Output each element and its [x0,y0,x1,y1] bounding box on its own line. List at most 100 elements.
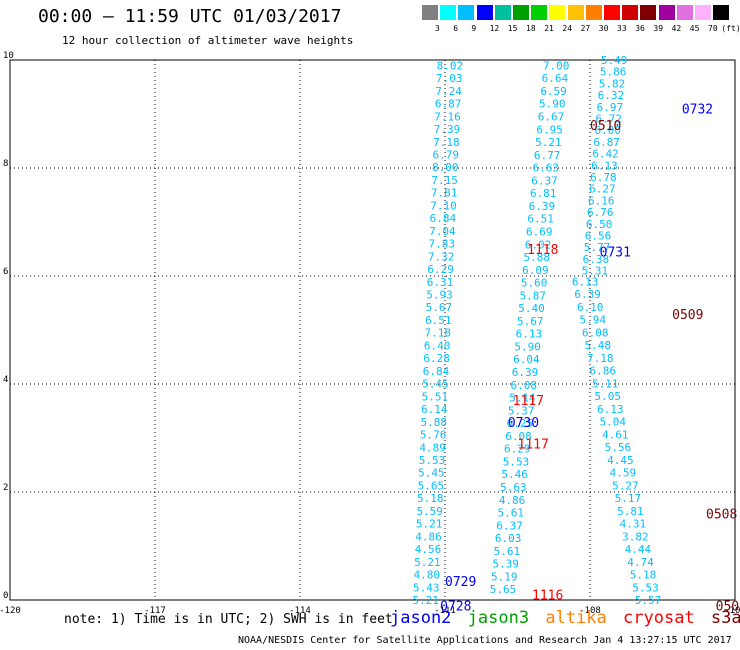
wave-height-value: 3.82 [622,530,649,543]
y-tick-label: 6 [3,267,8,277]
wave-height-value: 6.37 [531,174,558,187]
wave-height-value: 5.94 [579,314,606,327]
wave-height-value: 7.81 [431,187,458,200]
color-swatch [422,5,438,20]
wave-height-value: 5.21 [416,518,443,531]
color-swatch [604,5,620,20]
wave-height-value: 6.29 [427,263,454,276]
wave-height-value: 4.80 [414,569,441,582]
wave-height-value: 4.59 [610,467,637,480]
y-tick-label: 4 [3,375,8,385]
wave-height-value: 5.82 [599,77,626,90]
x-tick-label: -114 [289,606,311,616]
wave-height-value: 6.40 [424,339,451,352]
wave-height-value: 6.59 [540,85,567,98]
wave-height-value: 5.87 [520,289,547,302]
wave-height-value: 7.83 [429,238,456,251]
wave-height-value: 5.19 [491,570,518,583]
color-swatch [640,5,657,20]
wave-height-value: 6.37 [496,519,523,532]
wave-height-value: 4.56 [415,543,442,556]
wave-height-value: 5.05 [595,390,622,403]
wave-height-value: 6.67 [538,111,565,124]
wave-height-value: 7.03 [436,72,463,85]
wave-height-value: 6.25 [507,417,534,430]
wave-height-value: 6.02 [525,238,552,251]
color-scale-label: 12 [489,24,500,33]
wave-height-value: 6.95 [536,123,563,136]
wave-height-value: 5.63 [500,481,527,494]
pass-time-label: 0507 [716,599,740,614]
wave-height-value: 5.67 [426,301,453,314]
chart-subtitle: 12 hour collection of altimeter wave hei… [62,34,354,47]
wave-height-value: 7.15 [431,174,458,187]
wave-height-value: 7.32 [428,250,455,263]
wave-height-value: 6.39 [529,200,556,213]
wave-height-value: 6.00 [594,124,621,137]
x-tick-label: -120 [0,606,21,616]
satellite-legend: jason2 jason3 altika cryosat s3a [390,608,740,628]
wave-height-value: 5.86 [600,66,627,79]
wave-height-value: 7.00 [543,59,570,72]
pass-time-label: 0728 [440,599,471,614]
wave-height-value: 4.89 [419,441,446,454]
y-tick-label: 10 [3,51,14,61]
color-swatch [676,5,693,20]
wave-height-value: 5.46 [501,468,528,481]
wave-height-value: 5.93 [426,289,453,302]
wave-height-value: 6.72 [596,113,623,126]
wave-height-value: 7.18 [425,327,452,340]
wave-height-value: 6.13 [591,159,618,172]
wave-height-value: 5.76 [420,429,447,442]
y-tick-label: 0 [3,591,8,601]
color-scale-label: 9 [471,24,477,33]
wave-height-value: 5.04 [600,416,627,429]
wave-height-value: 8.02 [437,59,464,72]
legend-cryosat: cryosat [623,608,695,628]
wave-height-value: 5.11 [592,377,619,390]
wave-height-value: 6.78 [590,171,617,184]
wave-height-value: 7.10 [430,199,457,212]
wave-height-value: 4.45 [607,454,634,467]
wave-height-value: 5.90 [539,98,566,111]
wave-height-value: 7.39 [434,123,461,136]
wave-height-value: 6.86 [590,365,617,378]
color-scale-label: 30 [598,24,609,33]
wave-height-value: 6.42 [592,148,619,161]
wave-height-value: 5.18 [417,492,444,505]
pass-time-label: 0730 [508,416,539,431]
color-scale-label: 45 [689,24,700,33]
color-scale-label: 3 [435,24,440,33]
wave-height-value: 5.45 [418,467,445,480]
color-scale-label: 27 [580,24,591,33]
wave-height-value: 5.40 [518,302,545,315]
legend-s3a: s3a [710,608,740,628]
wave-height-value: 5.56 [605,441,632,454]
wave-height-value: 6.64 [542,72,569,85]
wave-height-value: 5.43 [413,581,440,594]
credit-line: NOAA/NESDIS Center for Satellite Applica… [238,635,732,646]
color-swatch [476,5,493,20]
wave-height-value: 4.31 [620,518,647,531]
wave-height-value: 6.04 [513,353,540,366]
color-swatch [695,5,711,20]
wave-height-value: 7.16 [434,110,461,123]
wave-height-value: 5.77 [584,241,611,254]
wave-height-value: 6.69 [526,225,553,238]
wave-height-value: 7.04 [429,225,456,238]
wave-height-value: 6.13 [516,328,543,341]
wave-height-value: 4.74 [627,556,654,569]
color-scale-label: 24 [562,24,573,33]
wave-height-value: 5.81 [617,505,644,518]
wave-height-value: 6.87 [435,98,462,111]
wave-height-value: 6.03 [495,532,522,545]
color-scale-label: 39 [653,24,664,33]
wave-height-value: 5.88 [523,251,550,264]
wave-height-value: 5.49 [601,54,628,67]
wave-height-value: 6.08 [582,326,609,339]
wave-height-value: 4.61 [602,428,629,441]
wave-height-value: 8.00 [432,161,459,174]
wave-height-value: 6.32 [598,89,625,102]
wave-height-value: 5.21 [414,556,441,569]
color-swatch [622,5,639,20]
